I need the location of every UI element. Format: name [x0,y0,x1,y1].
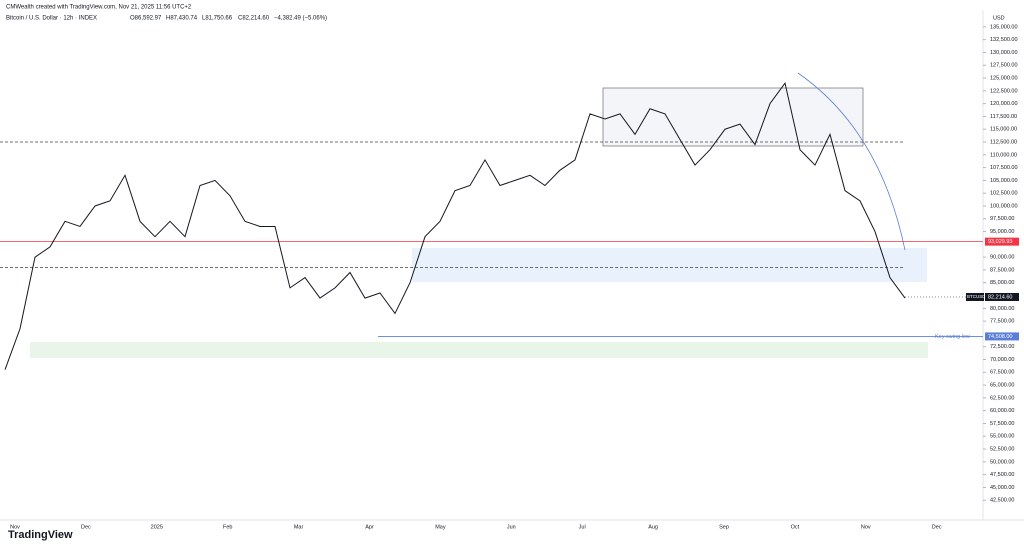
y-tick-label: 87,500.00 [990,267,1014,273]
y-tick-label: 57,500.00 [990,421,1014,427]
x-tick-label: Apr [365,524,374,530]
y-tick-label: 130,000.00 [990,50,1018,56]
y-tick-label: 115,000.00 [990,127,1017,133]
x-tick-label: Nov [10,524,20,530]
x-tick-label: Jun [507,524,516,530]
ohlc-value: −4,382.49 (−5.06%) [274,16,327,22]
x-tick-label: Feb [223,524,232,530]
currency: USD [993,15,1005,21]
x-tick-label: Dec [932,524,942,530]
x-tick-label: Dec [81,524,91,530]
y-tick-label: 47,500.00 [990,472,1014,478]
swing-low-label: 74,508.00 [988,334,1012,340]
y-tick-label: 112,500.00 [990,139,1017,145]
price-line [4,81,906,370]
y-tick-label: 107,500.00 [990,165,1018,171]
y-tick-label: 110,000.00 [990,152,1017,158]
y-tick-label: 125,000.00 [990,76,1018,82]
y-tick-label: 95,000.00 [990,229,1014,235]
attribution: CMWealth created with TradingView.com, N… [6,5,192,11]
y-tick-label: 117,500.00 [990,114,1017,120]
x-tick-label: Oct [791,524,800,530]
last-symbol: BTCUSD [967,294,986,299]
x-tick-label: Nov [861,524,871,530]
y-tick-label: 85,000.00 [990,280,1014,286]
y-tick-label: 67,500.00 [990,370,1014,376]
y-tick-label: 90,000.00 [990,255,1014,261]
x-tick-label: Sep [719,524,729,530]
y-tick-label: 72,500.00 [990,344,1014,350]
level-tag [985,237,1019,246]
level-label: 93,029.93 [988,239,1012,245]
x-tick-label: May [435,524,446,530]
y-tick-label: 65,000.00 [990,383,1014,389]
x-tick-label: Jul [579,524,586,530]
last-price: 82,214.60 [988,294,1012,300]
y-tick-label: 62,500.00 [990,395,1014,401]
ohlc-value: L81,750.66 [202,16,233,22]
y-tick-label: 127,500.00 [990,63,1018,69]
x-tick-label: Mar [294,524,304,530]
x-tick-label: Aug [648,524,658,530]
y-tick-label: 132,500.00 [990,37,1018,43]
y-tick-label: 102,500.00 [990,191,1018,197]
y-tick-label: 105,000.00 [990,178,1018,184]
zone [412,248,927,282]
y-tick-label: 50,000.00 [990,459,1014,465]
ohlc-value: O86,592.97 [130,16,162,22]
y-tick-label: 45,000.00 [990,485,1014,491]
y-tick-label: 70,000.00 [990,357,1014,363]
last-price-tag [985,292,1019,301]
y-tick-label: 100,000.00 [990,203,1018,209]
y-tick-label: 122,500.00 [990,88,1018,94]
y-tick-label: 80,000.00 [990,306,1014,312]
y-tick-label: 60,000.00 [990,408,1014,414]
swing-low-tag [985,332,1019,341]
zone [30,342,928,358]
range-box [602,87,864,147]
y-tick-label: 135,000.00 [990,24,1018,30]
curve [797,72,906,251]
brand: TradingView [8,529,73,541]
symbol: Bitcoin / U.S. Dollar · 12h · INDEX [6,16,97,22]
swing-low-text: Key swing low [935,334,970,340]
y-tick-label: 52,500.00 [990,446,1014,452]
ohlc-value: H87,430.74 [166,16,198,22]
last-symbol-tag [966,292,984,301]
y-tick-label: 55,000.00 [990,434,1014,440]
ohlc-value: C82,214.60 [238,16,270,22]
y-tick-label: 97,500.00 [990,216,1014,222]
y-tick-label: 77,500.00 [990,319,1014,325]
y-tick-label: 42,500.00 [990,498,1014,504]
y-tick-label: 120,000.00 [990,101,1018,107]
x-tick-label: 2025 [151,524,163,530]
